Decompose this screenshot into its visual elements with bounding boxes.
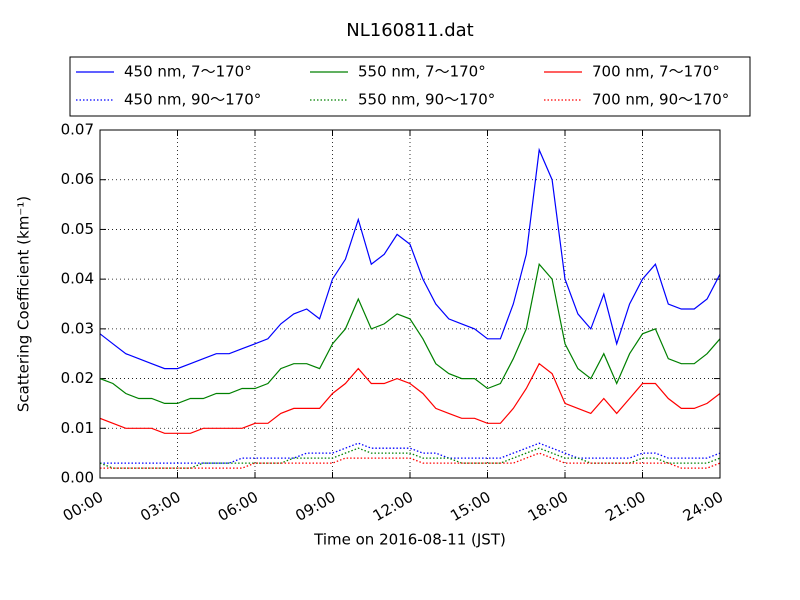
series-line [100, 447, 720, 469]
legend-label: 550 nm, 90～170° [358, 91, 495, 109]
y-axis-label: Scattering Coefficient (km⁻¹) [15, 196, 33, 412]
x-axis-label: Time on 2016-08-11 (JST) [313, 531, 506, 549]
series-line [100, 262, 720, 404]
legend-box [69, 56, 751, 117]
y-tick-label: 0.04 [61, 270, 94, 288]
series-line [100, 452, 720, 469]
legend-label: 700 nm, 90～170° [592, 91, 729, 109]
series-line [100, 362, 720, 434]
y-tick-label: 0.06 [61, 170, 94, 188]
chart-title: NL160811.dat [346, 20, 473, 41]
y-tick-label: 0.01 [61, 419, 94, 437]
legend-label: 550 nm, 7～170° [358, 63, 486, 81]
plot-frame [99, 129, 721, 479]
legend-label: 450 nm, 90～170° [124, 91, 261, 109]
legend-label: 700 nm, 7～170° [592, 63, 720, 81]
series-line [100, 147, 720, 370]
legend-label: 450 nm, 7～170° [124, 63, 252, 81]
y-tick-label: 0.05 [61, 220, 94, 238]
y-tick-label: 0.07 [61, 121, 94, 139]
series-line [100, 442, 720, 464]
y-tick-label: 0.00 [61, 469, 94, 487]
y-tick-label: 0.03 [61, 319, 94, 337]
y-tick-label: 0.02 [61, 369, 94, 387]
